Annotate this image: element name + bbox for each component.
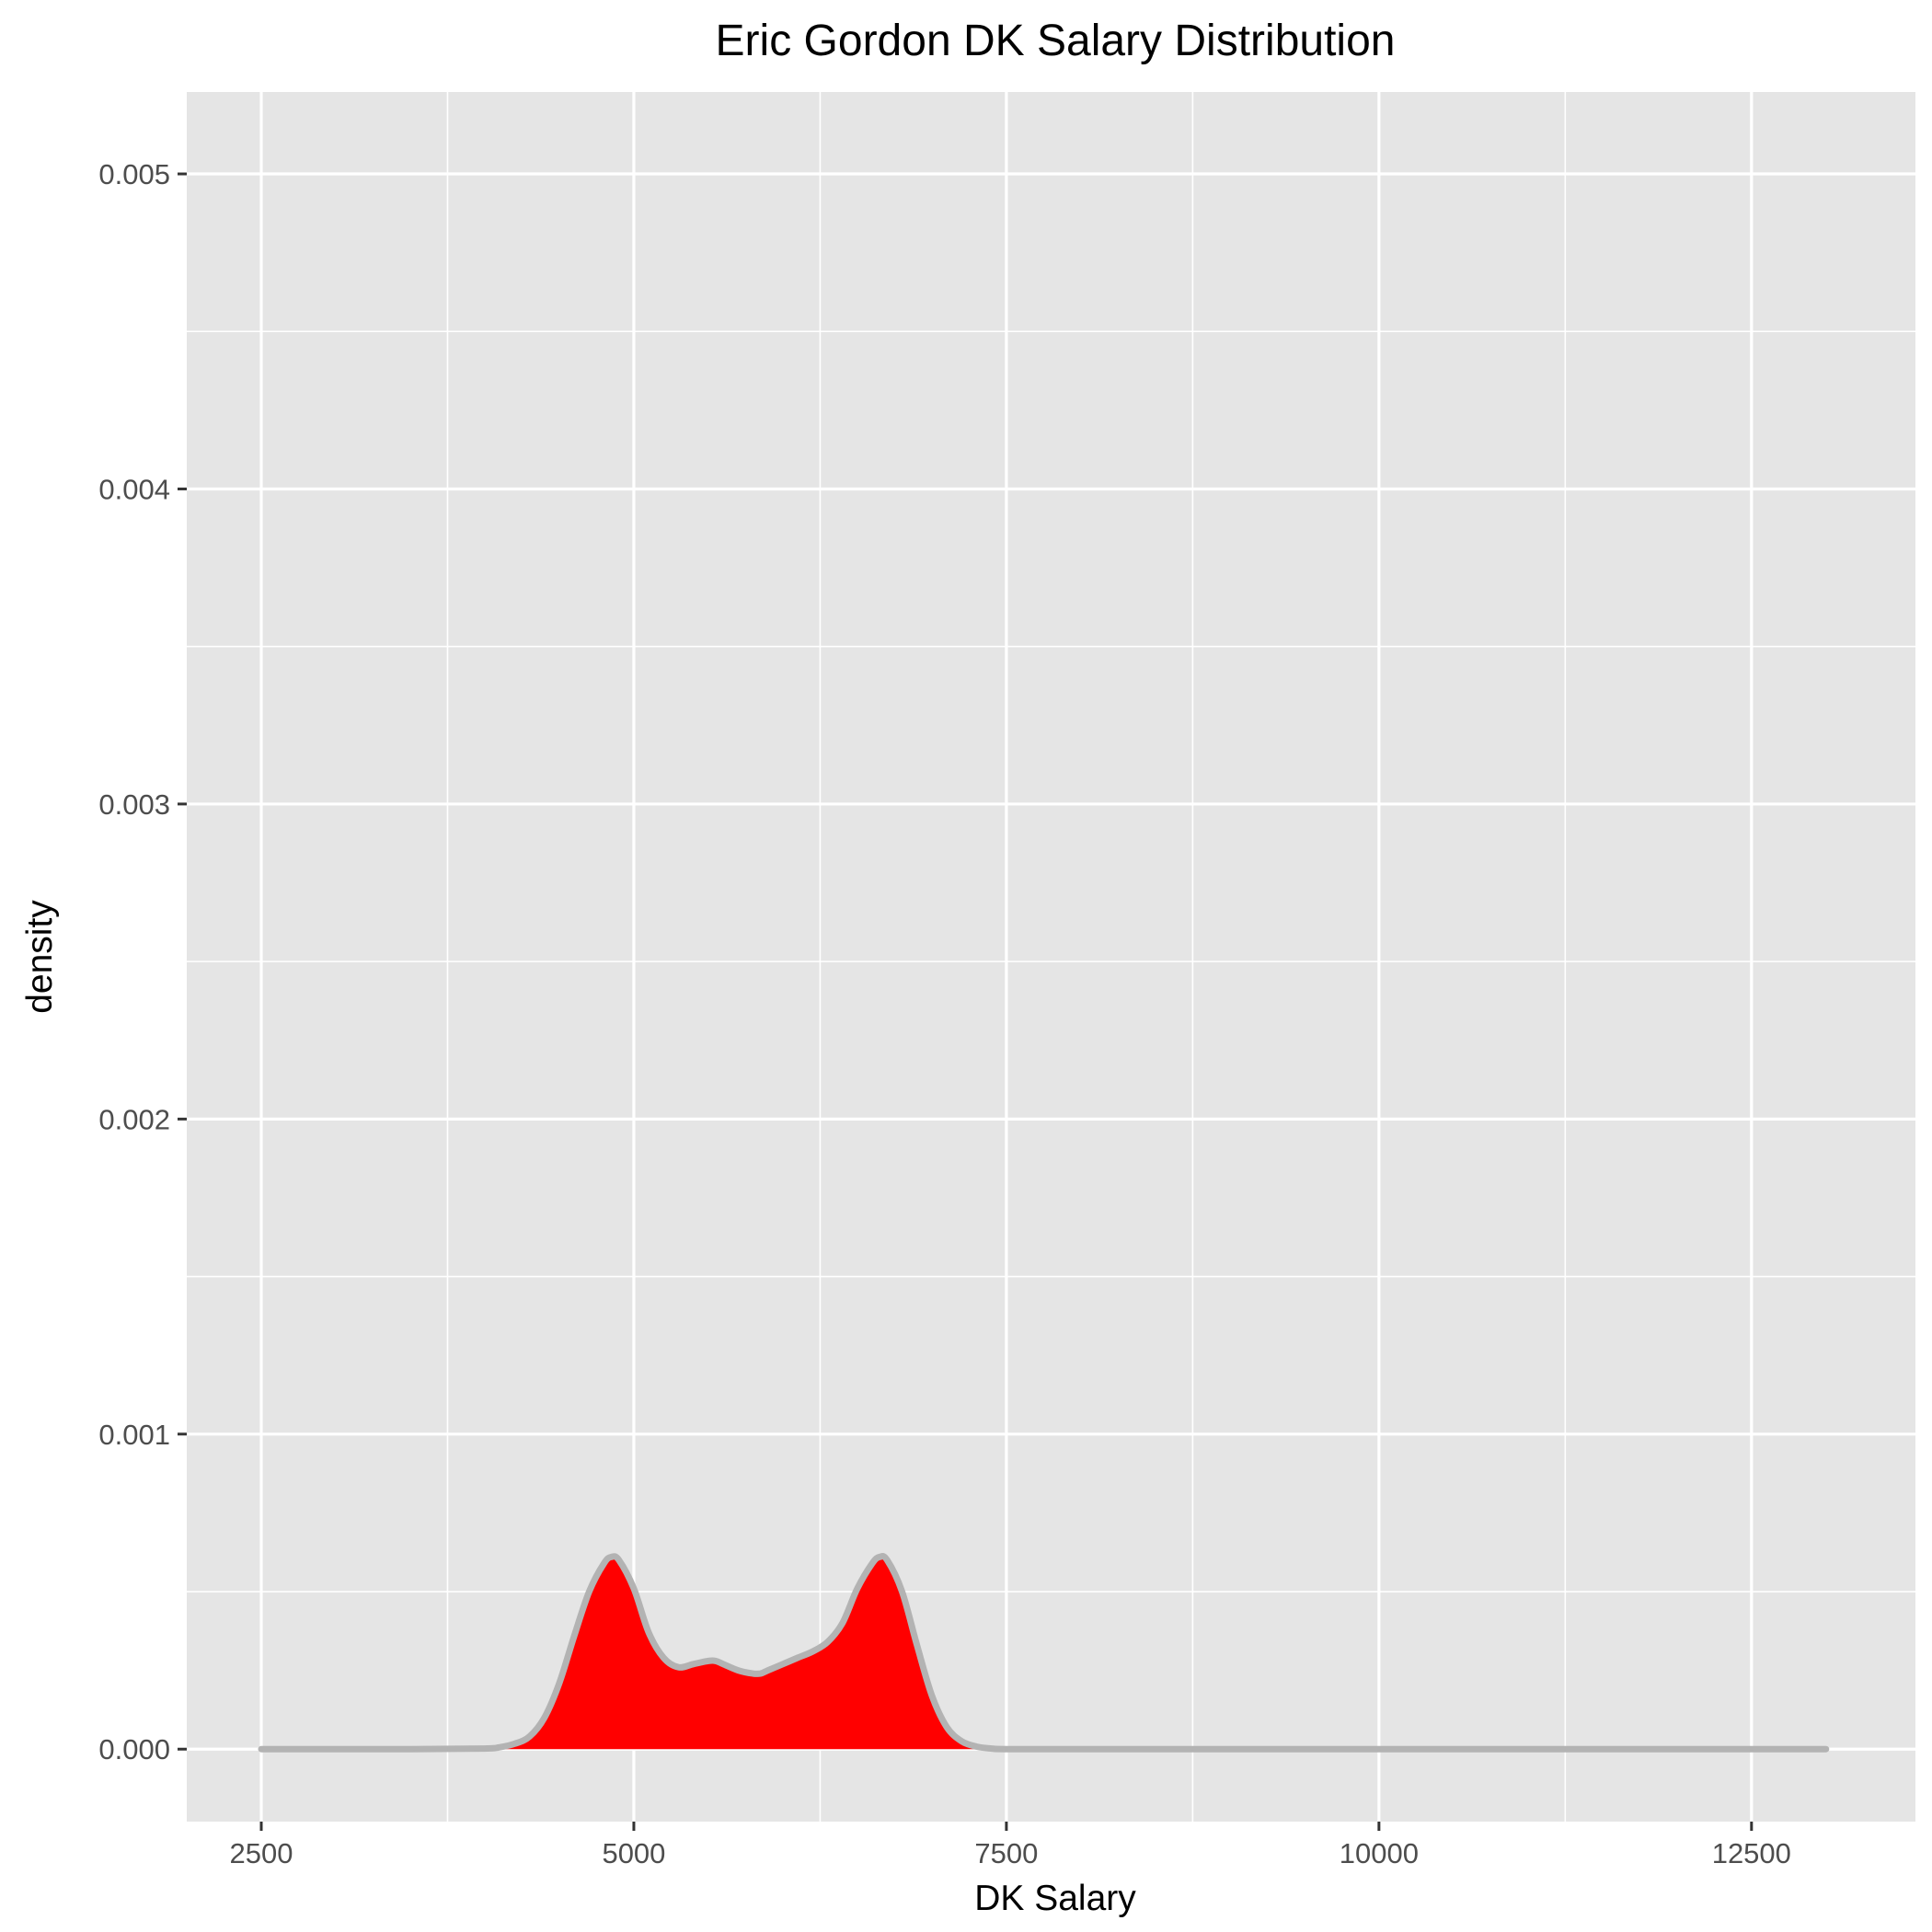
x-axis: 2500 5000 7500 10000 12500 [230,1822,1791,1869]
plot-panel [187,92,1915,1822]
y-tick-label: 0.004 [98,473,170,505]
x-axis-title: DK Salary [974,1879,1136,1918]
x-tick-label: 10000 [1340,1837,1419,1869]
x-tick-label: 2500 [230,1837,293,1869]
y-tick-label: 0.003 [98,788,170,821]
density-line [258,1553,1830,1753]
minor-grid [187,92,1915,1822]
density-area [261,1556,1826,1750]
x-tick-label: 7500 [974,1837,1038,1869]
density-series [258,1553,1830,1753]
y-tick-label: 0.005 [98,158,170,190]
y-tick-label: 0.000 [98,1733,170,1765]
y-tick-label: 0.001 [98,1419,170,1451]
y-axis: 0.000 0.001 0.002 0.003 0.004 0.005 [98,158,187,1765]
y-axis-title: density [20,900,60,1014]
y-tick-label: 0.002 [98,1103,170,1135]
chart-title: Eric Gordon DK Salary Distribution [716,17,1396,65]
x-tick-label: 12500 [1712,1837,1791,1869]
x-tick-label: 5000 [602,1837,665,1869]
